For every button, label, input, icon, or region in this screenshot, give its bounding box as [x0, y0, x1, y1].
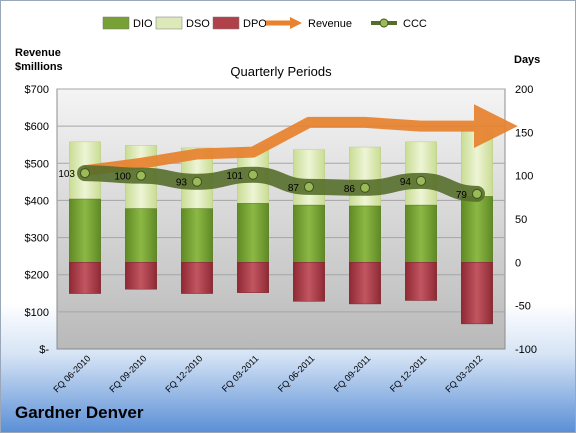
ccc-data-label: 79: [456, 190, 468, 201]
left-tick-label: $200: [25, 270, 49, 282]
ccc-point: [136, 170, 146, 181]
right-tick-label: 100: [515, 171, 533, 183]
left-tick-label: $300: [25, 233, 49, 245]
dpo-bar: [181, 262, 213, 294]
dpo-bar: [293, 262, 325, 302]
legend-label: DSO: [186, 18, 210, 30]
ccc-point: [192, 176, 202, 187]
dio-bar: [405, 204, 437, 263]
left-tick-label: $600: [25, 121, 49, 133]
legend-swatch-marker: [379, 18, 389, 28]
right-tick-label: 0: [515, 257, 521, 269]
dio-bar: [293, 204, 325, 263]
dpo-bar: [349, 262, 381, 305]
dio-bar: [461, 196, 493, 263]
legend-label: CCC: [403, 18, 427, 30]
x-tick-label: FQ 12-2010: [163, 353, 204, 394]
ccc-data-label: 101: [226, 171, 243, 182]
right-axis-title: Days: [514, 54, 540, 66]
ccc-data-label: 103: [58, 169, 75, 180]
dio-bar: [349, 205, 381, 263]
ccc-point: [472, 188, 482, 199]
ccc-point: [304, 181, 314, 192]
dio-bar: [69, 198, 101, 263]
revenue-line: [84, 104, 518, 177]
dpo-bar: [237, 262, 269, 293]
ccc-data-label: 93: [176, 178, 188, 189]
ccc-data-label: 86: [344, 184, 356, 195]
left-tick-label: $400: [25, 195, 49, 207]
legend-label: DIO: [133, 18, 153, 30]
dpo-bar: [69, 262, 101, 294]
x-tick-label: FQ 03-2011: [220, 353, 261, 394]
ccc-data-label: 87: [288, 183, 300, 194]
x-tick-label: FQ 09-2010: [107, 353, 148, 394]
left-tick-label: $500: [25, 158, 49, 170]
legend-swatch-arrow: [290, 17, 302, 29]
left-tick-label: $100: [25, 307, 49, 319]
right-tick-label: 200: [515, 84, 533, 96]
company-name: Gardner Denver: [15, 403, 144, 422]
x-tick-label: FQ 06-2010: [51, 353, 92, 394]
dpo-bar: [405, 262, 437, 301]
revenue-series: [84, 104, 518, 177]
dso-bar: [349, 146, 381, 207]
legend-swatch: [212, 16, 240, 30]
ccc-data-label: 100: [114, 172, 131, 183]
left-axis-title-line1: Revenue: [15, 47, 61, 59]
legend: DIO DSO DPO Revenue CCC: [102, 16, 427, 30]
legend-swatch: [102, 16, 130, 30]
dpo-bar: [461, 262, 493, 325]
right-tick-label: -50: [515, 301, 531, 313]
ccc-point: [416, 175, 426, 186]
chart-title: Quarterly Periods: [230, 64, 332, 79]
ccc-point: [360, 182, 370, 193]
left-axis-title-line2: $millions: [15, 61, 63, 73]
right-tick-label: 50: [515, 214, 527, 226]
dpo-bar: [125, 262, 157, 290]
left-tick-label: $-: [39, 344, 49, 356]
ccc-point: [80, 168, 90, 179]
right-tick-label: -100: [515, 344, 537, 356]
ccc-series: 103 100 93 101 87 86 94 79: [58, 165, 485, 202]
legend-label: Revenue: [308, 18, 352, 30]
legend-label: DPO: [243, 18, 267, 30]
right-tick-label: 150: [515, 127, 533, 139]
x-tick-label: FQ 03-2012: [443, 353, 484, 394]
dso-bar: [293, 149, 325, 206]
dio-bar: [125, 208, 157, 263]
x-tick-label: FQ 12-2011: [388, 353, 429, 394]
dio-bar: [181, 208, 213, 263]
x-tick-label: FQ 09-2011: [332, 353, 373, 394]
x-tick-label: FQ 06-2011: [276, 353, 317, 394]
left-tick-label: $700: [25, 84, 49, 96]
ccc-point: [248, 169, 258, 180]
legend-swatch: [155, 16, 183, 30]
dio-bar: [237, 203, 269, 263]
ccc-data-label: 94: [400, 177, 412, 188]
